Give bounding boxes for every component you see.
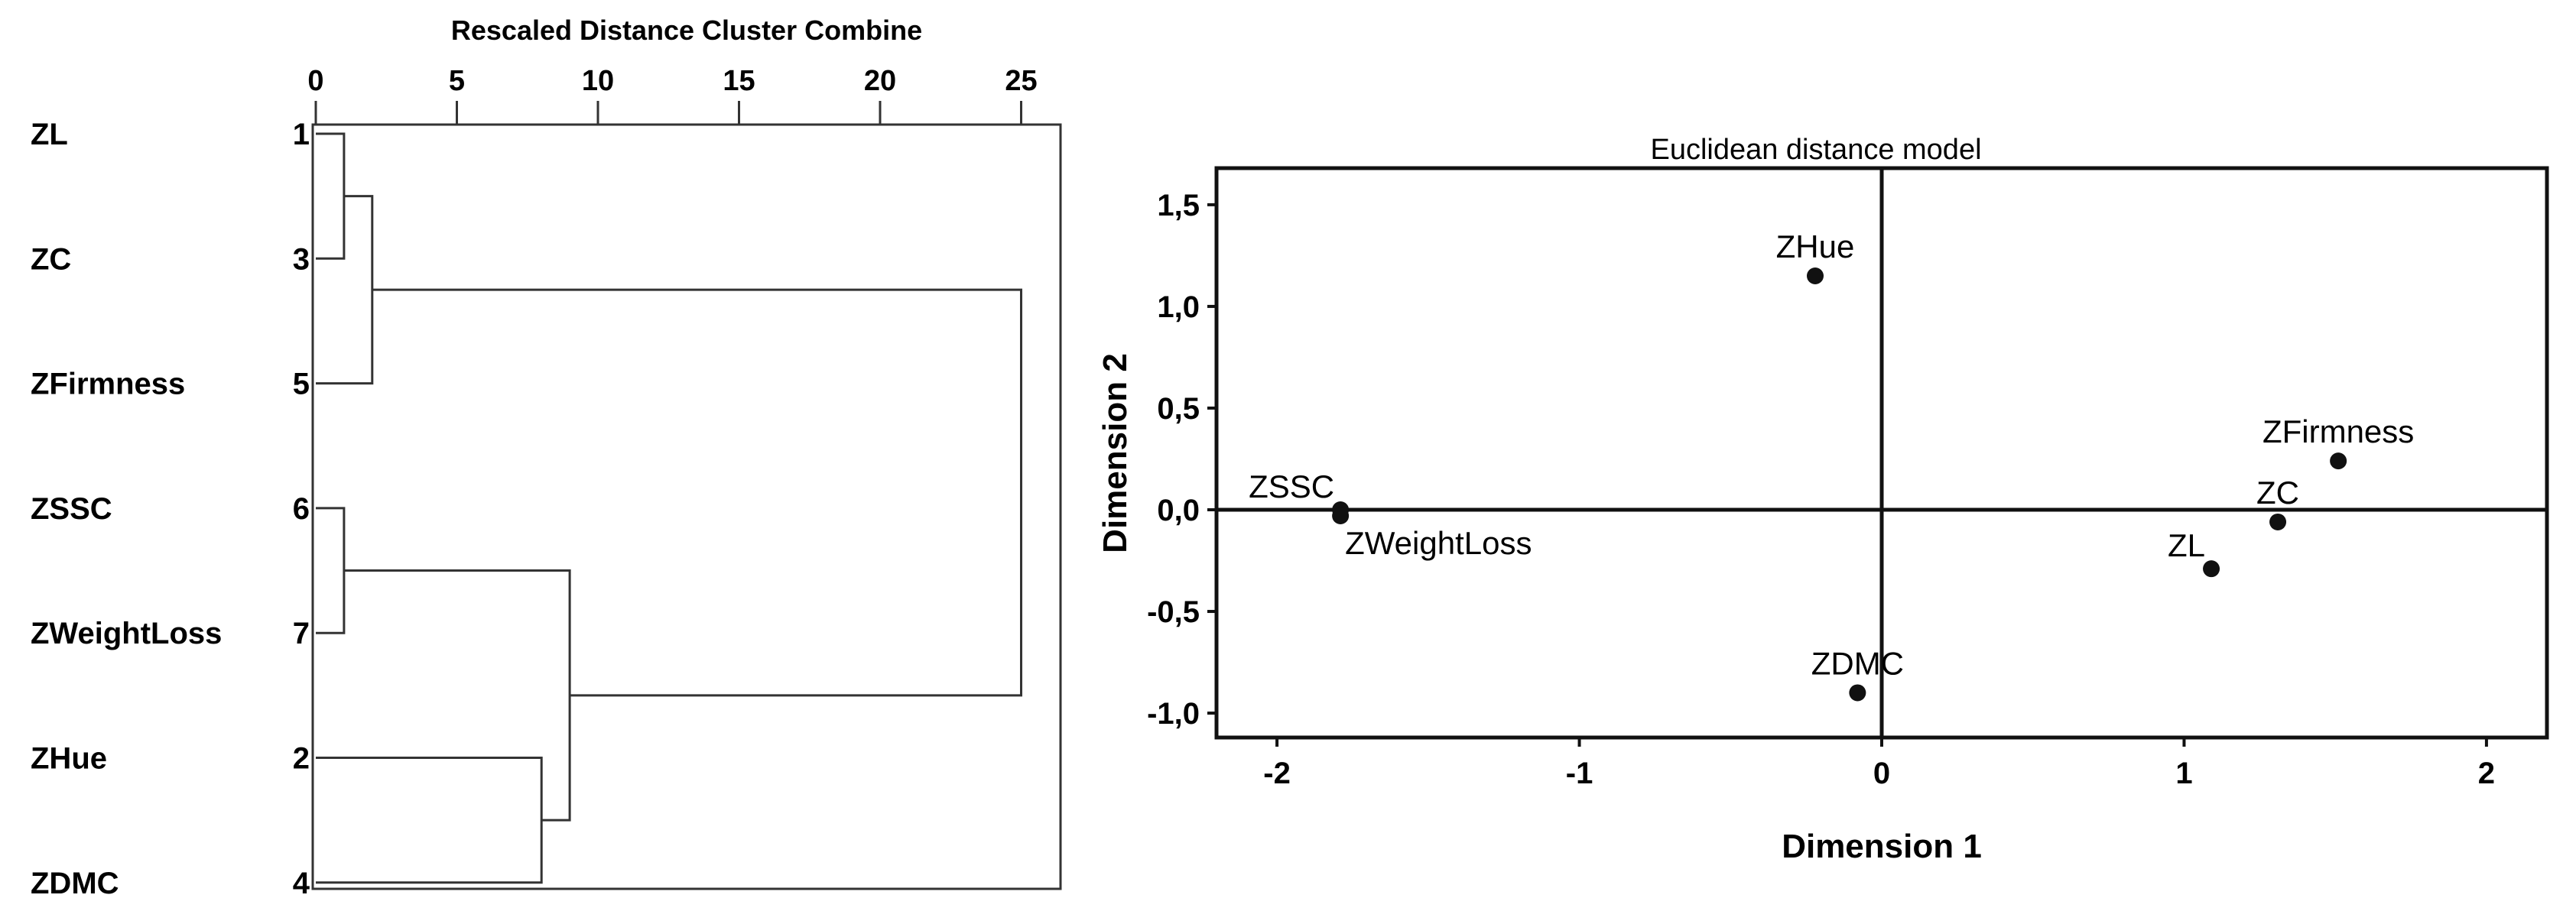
mds-x-tick-label: -1 — [1566, 757, 1593, 790]
dendrogram-leaf-id: 4 — [293, 867, 310, 900]
dendrogram-leaf-label: ZFirmness — [31, 368, 185, 401]
dendrogram-title: Rescaled Distance Cluster Combine — [451, 15, 922, 46]
mds-x-tick-label: 2 — [2478, 757, 2495, 790]
mds-y-tick-label: -1,0 — [1147, 697, 1200, 731]
mds-y-tick-label: 0,5 — [1157, 392, 1200, 426]
mds-point — [2203, 560, 2220, 578]
mds-points: ZHue ZFirmness ZSSC ZWeightLoss ZC ZL ZDMC — [1249, 229, 2414, 702]
mds-tick-labels: -2 -1 0 1 2 1,5 1,0 0,5 0,0 -0,5 -1,0 — [1147, 189, 2495, 790]
dendrogram-link — [316, 757, 543, 884]
mds-x-tick-label: -2 — [1263, 757, 1291, 790]
mds-point — [1332, 507, 1350, 524]
mds-x-tick-label: 0 — [1873, 757, 1890, 790]
mds-x-axis-label: Dimension 1 — [1782, 828, 1982, 865]
dendrogram-leaf-label: ZWeightLoss — [31, 617, 222, 650]
dendrogram-x-tick-label: 0 — [307, 65, 323, 97]
mds-point — [1807, 267, 1824, 285]
mds-zero-axes — [1217, 168, 2547, 738]
dendrogram-x-tick-label: 10 — [582, 65, 614, 97]
dendrogram-frame — [311, 123, 1062, 890]
mds-y-tick-label: -0,5 — [1147, 595, 1200, 629]
dendrogram-x-tick-label: 25 — [1005, 65, 1037, 97]
dendrogram-link — [343, 569, 571, 822]
dendrogram-chart: Rescaled Distance Cluster Combine 0 5 10 15… — [31, 15, 1062, 900]
dendrogram-leaf-label: ZDMC — [31, 867, 119, 900]
dendrogram-leaf-label: ZSSC — [31, 492, 112, 526]
dendrogram-leaf-label: ZHue — [31, 742, 107, 776]
mds-x-tick-label: 1 — [2175, 757, 2192, 790]
mds-point — [2330, 452, 2347, 470]
mds-point-label: ZHue — [1776, 229, 1855, 264]
dendrogram-x-tick-label: 20 — [864, 65, 896, 97]
dendrogram-leaf-id: 6 — [293, 492, 310, 526]
dendrogram-link — [316, 507, 346, 634]
mds-point-label: ZDMC — [1811, 645, 1904, 681]
mds-point-label: ZWeightLoss — [1345, 525, 1532, 561]
dendrogram-leaf-id: 1 — [293, 118, 310, 151]
mds-point — [2269, 513, 2287, 530]
dendrogram-x-tick-label: 15 — [723, 65, 755, 97]
dendrogram-leaf-id: 3 — [293, 242, 310, 276]
mds-y-axis-label: Dimension 2 — [1096, 353, 1134, 553]
dendrogram-links — [316, 132, 1022, 884]
dendrogram-leaves: ZL 1 ZC 3 ZFirmness 5 ZSSC 6 ZWeightLoss 7 ZHue 2 ZD… — [31, 118, 310, 900]
dendrogram-leaf-label: ZL — [31, 118, 68, 151]
dendrogram-leaf-label: ZC — [31, 242, 71, 276]
mds-point-label: ZC — [2256, 475, 2299, 511]
mds-title: Euclidean distance model — [1650, 134, 1981, 166]
dendrogram-leaf-id: 2 — [293, 742, 310, 776]
mds-point-label: ZL — [2168, 527, 2205, 563]
dendrogram-link — [372, 288, 1022, 697]
dendrogram-x-axis: 0 5 10 15 20 25 — [307, 65, 1038, 125]
dendrogram-leaf-id: 5 — [293, 368, 310, 401]
mds-point — [1849, 684, 1866, 702]
dendrogram-link — [316, 132, 346, 260]
dendrogram-x-tick-label: 5 — [449, 65, 465, 97]
mds-y-tick-label: 1,5 — [1157, 189, 1200, 222]
mds-y-tick-label: 1,0 — [1157, 290, 1200, 324]
mds-point-label: ZFirmness — [2263, 413, 2414, 449]
dendrogram-leaf-id: 7 — [293, 617, 310, 650]
mds-point-label: ZSSC — [1249, 468, 1334, 504]
mds-scatter-chart: Euclidean distance model Dimension 1 Dim… — [1096, 134, 2549, 865]
mds-y-tick-label: 0,0 — [1157, 494, 1200, 527]
